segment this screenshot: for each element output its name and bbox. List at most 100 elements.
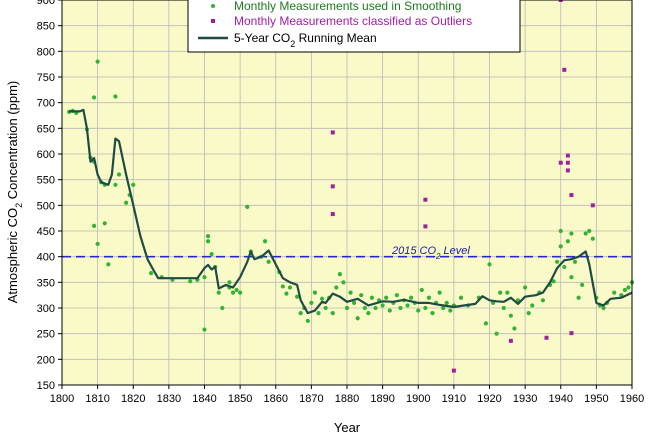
smoothing-point xyxy=(316,311,321,316)
reference-label-part1: 2015 CO xyxy=(391,245,436,257)
legend-mean-label: 5-Year CO2 Running Mean xyxy=(234,31,377,49)
y-tick-label: 200 xyxy=(37,354,55,366)
y-tick-label: 850 xyxy=(37,21,55,33)
smoothing-point xyxy=(227,280,232,285)
smoothing-point xyxy=(448,308,453,313)
x-tick-label: 1920 xyxy=(477,393,501,405)
x-tick-label: 1890 xyxy=(370,393,394,405)
smoothing-point xyxy=(305,318,310,323)
smoothing-point xyxy=(501,305,506,311)
smoothing-point xyxy=(95,241,100,246)
y-tick-label: 400 xyxy=(37,252,55,264)
smoothing-point xyxy=(205,239,211,244)
x-tick-label: 1940 xyxy=(549,393,573,405)
smoothing-point xyxy=(580,282,585,287)
smoothing-point xyxy=(587,228,592,234)
outlier-point xyxy=(544,335,549,340)
y-tick-label: 550 xyxy=(37,175,55,187)
x-tick-label: 1820 xyxy=(121,393,145,405)
smoothing-point xyxy=(373,305,378,311)
smoothing-point xyxy=(569,275,574,280)
y-tick-label: 750 xyxy=(37,72,55,84)
smoothing-point xyxy=(337,272,342,277)
outlier-point xyxy=(330,184,335,189)
smoothing-point xyxy=(523,285,528,290)
x-tick-label: 1800 xyxy=(50,393,74,405)
smoothing-point xyxy=(362,305,367,311)
y-tick-label: 500 xyxy=(37,200,55,212)
y-ticks: 150 200 250 300 350 400 450 500 550 600 650 700 750 8… xyxy=(37,0,62,392)
smoothing-point xyxy=(298,311,303,316)
y-axis-title-part1: Atmospheric CO xyxy=(5,208,20,303)
x-tick-label: 1850 xyxy=(228,393,252,405)
legend-outlier-label: Monthly Measurements classified as Outli… xyxy=(234,14,472,28)
y-axis-title: Atmospheric CO2 Concentration (ppm) xyxy=(5,81,24,304)
smoothing-point xyxy=(430,311,435,316)
smoothing-point xyxy=(287,285,293,290)
smoothing-point xyxy=(366,311,371,316)
smoothing-point xyxy=(569,231,574,236)
grid-lines xyxy=(61,0,633,386)
smoothing-point xyxy=(284,291,289,296)
y-tick-label: 450 xyxy=(37,226,55,238)
smoothing-point xyxy=(262,239,268,244)
smoothing-point xyxy=(590,236,595,241)
smoothing-point xyxy=(426,295,432,300)
smoothing-point xyxy=(384,295,389,300)
smoothing-point xyxy=(505,290,510,295)
x-tick-label: 1930 xyxy=(513,393,537,405)
smoothing-point xyxy=(405,303,410,308)
smoothing-point xyxy=(526,311,531,316)
smoothing-point xyxy=(394,293,399,298)
legend: Monthly Measurements used in Smoothing M… xyxy=(187,0,521,53)
smoothing-point xyxy=(113,182,118,187)
y-tick-label: 150 xyxy=(37,380,55,392)
smoothing-point xyxy=(216,290,221,295)
smoothing-point xyxy=(601,305,606,311)
smoothing-point xyxy=(380,303,385,308)
y-axis-title-sub: 2 xyxy=(14,203,24,208)
outlier-point xyxy=(565,168,570,173)
smoothing-point xyxy=(612,290,617,295)
smoothing-point xyxy=(512,326,517,331)
smoothing-point xyxy=(565,239,570,244)
y-tick-label: 300 xyxy=(37,303,55,315)
legend-box xyxy=(187,0,521,53)
running-mean-line xyxy=(69,108,633,315)
smoothing-points-group xyxy=(67,59,635,336)
legend-mean-label-part1: 5-Year CO xyxy=(234,31,290,45)
smoothing-point xyxy=(341,280,346,285)
smoothing-point xyxy=(334,285,339,290)
smoothing-point xyxy=(91,95,97,100)
smoothing-point xyxy=(319,296,325,301)
x-tick-label: 1830 xyxy=(157,393,181,405)
smoothing-point xyxy=(508,313,513,318)
smoothing-point xyxy=(234,287,239,293)
x-tick-label: 1960 xyxy=(620,393,644,405)
smoothing-point xyxy=(626,285,631,290)
y-tick-label: 900 xyxy=(37,0,55,7)
smoothing-point xyxy=(348,290,353,295)
smoothing-point xyxy=(572,259,578,264)
smoothing-point xyxy=(106,262,111,267)
smoothing-point xyxy=(91,223,97,228)
smoothing-point xyxy=(344,305,350,311)
outlier-point xyxy=(423,224,428,229)
smoothing-point xyxy=(352,300,357,305)
smoothing-point xyxy=(202,275,207,280)
smoothing-point xyxy=(444,300,449,305)
outlier-point xyxy=(565,153,570,158)
smoothing-point xyxy=(148,270,154,276)
smoothing-point xyxy=(558,244,563,249)
outlier-point xyxy=(569,331,574,336)
smoothing-point xyxy=(238,290,243,295)
outlier-point xyxy=(565,160,570,165)
running-mean-group xyxy=(69,108,633,315)
reference-line-label: 2015 CO2 Level xyxy=(391,245,470,261)
outlier-point xyxy=(451,368,456,373)
smoothing-point xyxy=(498,290,503,295)
smoothing-point xyxy=(423,305,428,311)
smoothing-point xyxy=(205,234,211,239)
